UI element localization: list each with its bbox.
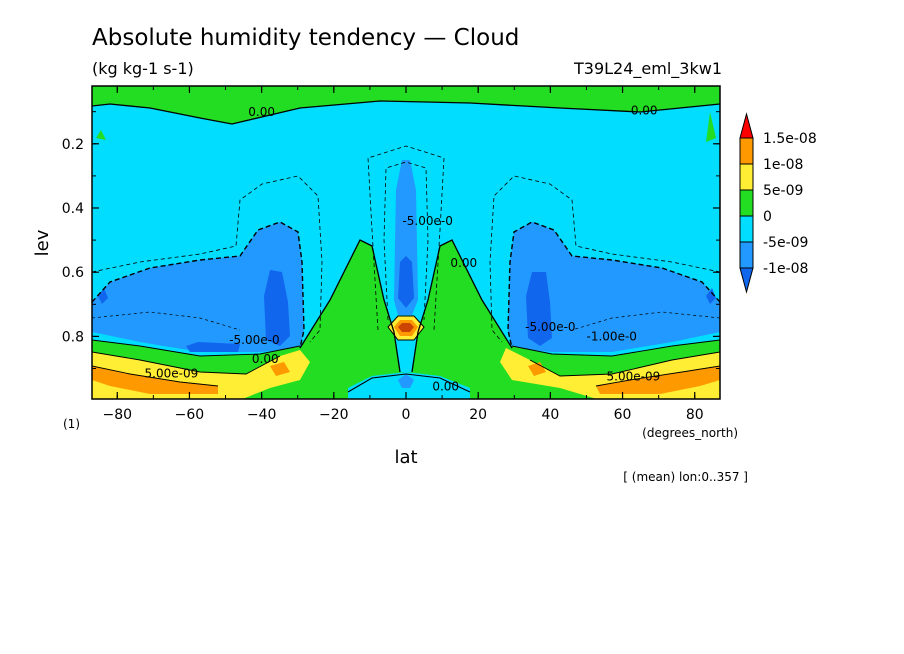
colorbar-top-arrow (739, 112, 754, 139)
solid-left-blue (92, 221, 305, 349)
fill-br-orange (596, 366, 720, 394)
colorbar-segment (739, 163, 754, 191)
colorbar-label: -1e-08 (763, 261, 808, 277)
fill-eq-blob-red (398, 323, 414, 332)
y-tick-label: 0.4 (62, 201, 84, 217)
y-tick-label: 0.2 (62, 137, 84, 153)
colorbar-label: 0 (763, 209, 772, 225)
contour-label: 0.00 (252, 352, 279, 366)
dash-right-1 (489, 175, 720, 343)
x-tick-label: −40 (247, 407, 277, 423)
x-axis: −80 −60 −40 −20 0 20 40 60 80 (102, 86, 704, 423)
chart-units: (kg kg-1 s-1) (92, 59, 194, 78)
contour-label: -5.00e-0 (229, 333, 279, 347)
y-axis-label: lev (32, 229, 53, 256)
x-axis-units: (degrees_north) (642, 426, 738, 440)
colorbar-segment (739, 215, 754, 243)
fill-eq-pool-dark (398, 374, 414, 388)
dash-left-1 (92, 175, 323, 343)
fill-bl-orange-2 (270, 362, 290, 376)
contour-label: 5.00e-09 (607, 370, 661, 384)
contour-label: 0.00 (450, 256, 477, 270)
colorbar-label: -5e-09 (763, 235, 808, 251)
x-tick-label: −60 (175, 407, 205, 423)
x-tick-label: 60 (614, 407, 632, 423)
fill-left-dark-3 (98, 288, 108, 304)
colorbar-segment (739, 189, 754, 217)
x-tick-label: −20 (319, 407, 349, 423)
fill-left-blue (92, 222, 304, 352)
x-tick-label: 80 (686, 407, 704, 423)
x-tick-label: 0 (402, 407, 411, 423)
x-axis-label: lat (394, 447, 417, 468)
dash-trop-2 (383, 161, 429, 321)
left-bottom-lines (92, 339, 301, 387)
colorbar-label: 1e-08 (763, 157, 803, 173)
contour-label: 0.00 (432, 379, 459, 393)
fill-right-blue (508, 222, 720, 352)
contour-label: -1.00e-0 (587, 330, 637, 344)
fill-left-dark (264, 270, 290, 346)
y-tick-label: 0.6 (62, 265, 84, 281)
x-tick-label: 40 (541, 407, 559, 423)
eq-pool-line (347, 373, 471, 393)
fill-left-dark-2 (186, 342, 240, 352)
right-bottom-lines (511, 339, 720, 387)
x-tick-label: −80 (102, 407, 132, 423)
fill-trop-dark (398, 256, 414, 308)
colorbar: 1.5e-08 1e-08 5e-09 0 -5e-09 -1e-08 (739, 112, 817, 294)
center-green-edge (299, 239, 513, 373)
solid-right-blue (507, 221, 720, 349)
fill-br-orange-2 (528, 362, 546, 376)
dash-trop (367, 145, 445, 331)
fill-right-dark-2 (706, 288, 716, 304)
zero-line-top (92, 100, 720, 125)
contour-label: 0.00 (248, 105, 275, 119)
colorbar-label: 1.5e-08 (763, 131, 817, 147)
fill-sp-patch (96, 130, 106, 140)
contour-label: -5.00e-0 (402, 214, 452, 228)
colorbar-segment (739, 241, 754, 269)
fill-top-green (92, 86, 720, 124)
contour-label: 5.00e-09 (145, 367, 199, 381)
fill-np-patch (706, 112, 716, 142)
colorbar-bottom-arrow (739, 267, 754, 294)
contour-label: -5.00e-0 (525, 320, 575, 334)
y-axis: 0.2 0.4 0.6 0.8 (62, 111, 720, 370)
contour-label: 0.00 (631, 103, 658, 117)
y-tick-label: 0.8 (62, 329, 84, 345)
eq-blob-line (387, 315, 425, 341)
x-tick-label: 20 (469, 407, 487, 423)
colorbar-segment (739, 137, 754, 165)
fill-center-green (300, 240, 512, 399)
mean-annotation: [ (mean) lon:0..357 ] (623, 470, 748, 484)
fill-right-dark (526, 272, 552, 346)
contour-lines (92, 100, 720, 393)
chart-title: Absolute humidity tendency — Cloud (92, 25, 519, 51)
colorbar-label: 5e-09 (763, 183, 803, 199)
contour-field (92, 86, 720, 399)
y-axis-units: (1) (63, 417, 80, 431)
experiment-label: T39L24_eml_3kw1 (573, 59, 722, 79)
contour-labels: 0.00 0.00 -5.00e-0 0.00 -5.00e-0 -1.00e-0 -5.0… (145, 103, 661, 393)
